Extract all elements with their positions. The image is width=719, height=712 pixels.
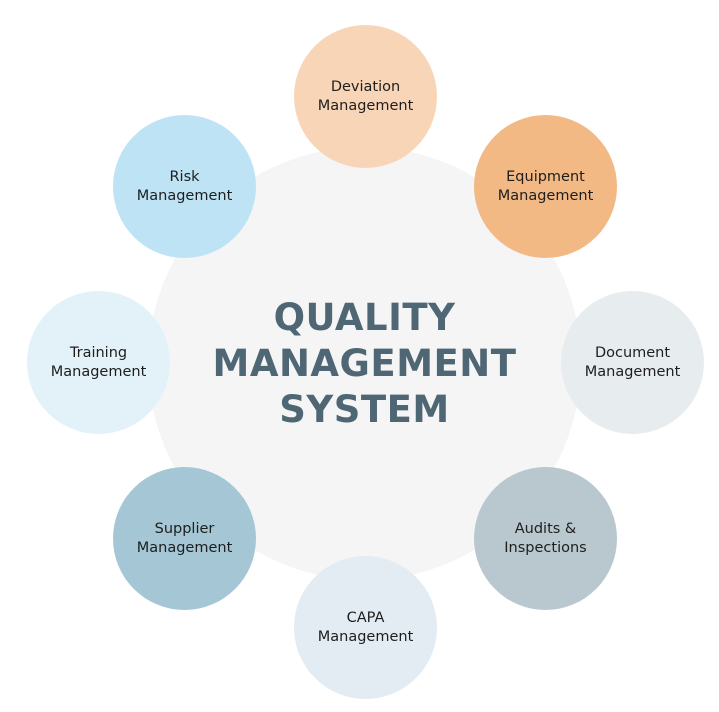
- node-label: CAPA Management: [318, 609, 414, 647]
- node-label-line: Equipment: [506, 168, 585, 185]
- node-label: Risk Management: [137, 168, 233, 206]
- node-risk-management: Risk Management: [113, 115, 256, 258]
- node-label-line: Audits &: [514, 520, 577, 537]
- node-supplier-management: Supplier Management: [113, 467, 256, 610]
- node-label-line: Management: [584, 363, 681, 380]
- node-label-line: Risk: [169, 168, 200, 185]
- node-label-line: Supplier: [154, 520, 215, 537]
- center-title-line: MANAGEMENT: [212, 341, 517, 385]
- node-document-management: Document Management: [561, 291, 704, 434]
- node-label: Supplier Management: [137, 520, 233, 558]
- node-audits-inspections: Audits & Inspections: [474, 467, 617, 610]
- node-label-line: Document: [594, 344, 671, 361]
- node-label-line: Training: [69, 344, 128, 361]
- node-label: Training Management: [51, 344, 147, 382]
- node-label: Deviation Management: [318, 78, 414, 116]
- node-label-line: Management: [317, 628, 414, 645]
- node-label-line: Management: [317, 97, 414, 114]
- node-label: Audits & Inspections: [504, 520, 586, 558]
- center-title: QUALITY MANAGEMENT SYSTEM: [213, 295, 517, 433]
- node-label-line: Management: [50, 363, 147, 380]
- center-title-line: QUALITY: [273, 295, 456, 339]
- node-equipment-management: Equipment Management: [474, 115, 617, 258]
- node-label: Document Management: [585, 344, 681, 382]
- node-label-line: Inspections: [504, 539, 587, 556]
- node-label-line: CAPA: [346, 609, 385, 626]
- center-title-line: SYSTEM: [279, 387, 450, 431]
- node-label-line: Management: [136, 539, 233, 556]
- node-label-line: Deviation: [330, 78, 401, 95]
- node-label-line: Management: [136, 187, 233, 204]
- node-deviation-management: Deviation Management: [294, 25, 437, 168]
- node-capa-management: CAPA Management: [294, 556, 437, 699]
- node-training-management: Training Management: [27, 291, 170, 434]
- node-label-line: Management: [497, 187, 594, 204]
- node-label: Equipment Management: [498, 168, 594, 206]
